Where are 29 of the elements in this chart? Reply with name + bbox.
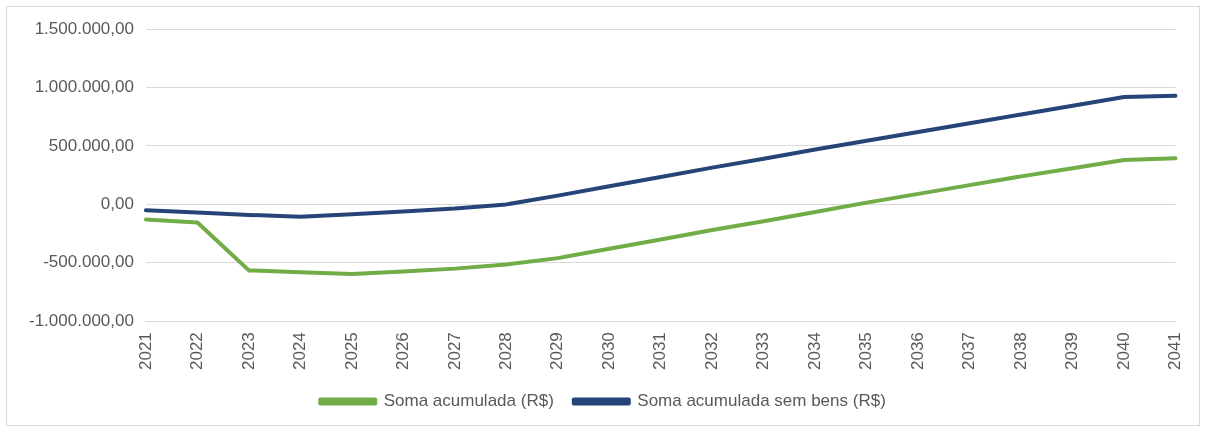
y-tick-label: 500.000,00 bbox=[48, 135, 134, 155]
x-tick-label: 2032 bbox=[701, 332, 721, 371]
x-tick-label: 2024 bbox=[290, 332, 310, 371]
x-tick-label: 2041 bbox=[1165, 332, 1185, 371]
x-tick-label: 2026 bbox=[393, 332, 413, 371]
y-tick-label: 1.500.000,00 bbox=[34, 18, 134, 38]
x-tick-label: 2039 bbox=[1062, 332, 1082, 371]
x-tick-label: 2038 bbox=[1010, 332, 1030, 371]
x-tick-label: 2030 bbox=[598, 332, 618, 371]
y-tick-label: -1.000.000,00 bbox=[29, 310, 134, 330]
x-tick-label: 2031 bbox=[650, 332, 670, 371]
legend-label: Soma acumulada sem bens (R$) bbox=[637, 391, 886, 411]
x-tick-label: 2037 bbox=[959, 332, 979, 371]
x-tick-label: 2022 bbox=[187, 332, 207, 371]
x-tick-label: 2029 bbox=[547, 332, 567, 371]
legend-label: Soma acumulada (R$) bbox=[383, 391, 554, 411]
x-tick-label: 2033 bbox=[753, 332, 773, 371]
x-tick-label: 2036 bbox=[907, 332, 927, 371]
x-tick-label: 2023 bbox=[238, 332, 258, 371]
x-tick-label: 2035 bbox=[856, 332, 876, 371]
x-tick-label: 2025 bbox=[341, 332, 361, 371]
y-tick-label: -500.000,00 bbox=[43, 252, 134, 272]
y-tick-label: 1.000.000,00 bbox=[34, 77, 134, 97]
x-tick-label: 2028 bbox=[496, 332, 515, 371]
y-tick-label: 0,00 bbox=[100, 194, 134, 214]
x-tick-label: 2040 bbox=[1113, 332, 1133, 371]
x-tick-label: 2027 bbox=[444, 332, 464, 371]
x-tick-label: 2021 bbox=[135, 332, 155, 371]
x-tick-label: 2034 bbox=[804, 332, 824, 371]
